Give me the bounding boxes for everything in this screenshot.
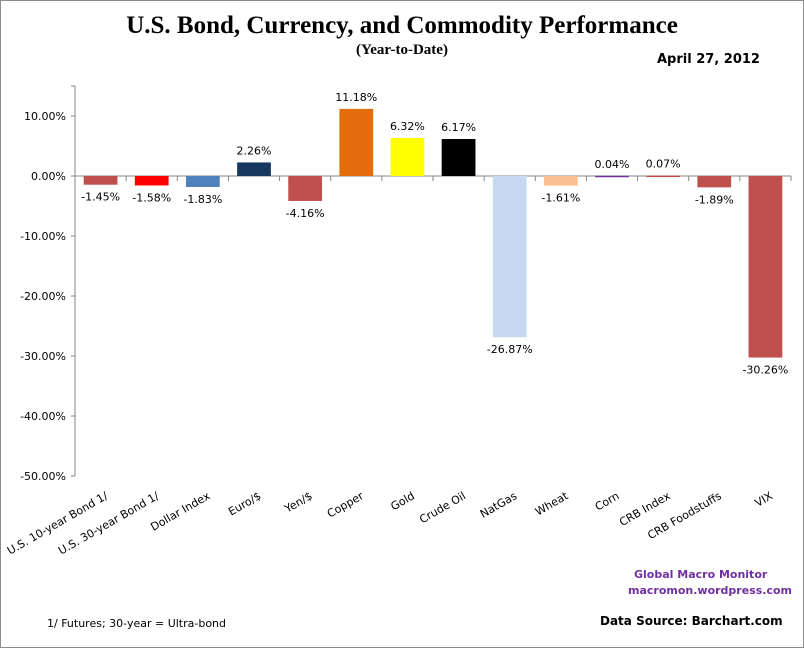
y-tick-label: -10.00% bbox=[20, 230, 66, 243]
bar bbox=[441, 138, 476, 176]
category-label: Copper bbox=[325, 489, 366, 520]
bar bbox=[390, 138, 425, 176]
data-label: -1.61% bbox=[541, 192, 580, 205]
data-label: -4.16% bbox=[286, 207, 325, 220]
bars bbox=[83, 108, 783, 358]
category-label: Corn bbox=[593, 489, 622, 513]
bar bbox=[543, 176, 578, 186]
data-label: 0.07% bbox=[646, 158, 681, 171]
data-label: -1.83% bbox=[183, 193, 222, 206]
brand-url: macromon.wordpress.com bbox=[628, 584, 793, 597]
data-labels: -1.45% -1.58% -1.83% 2.26% -4.16% 11.18% 6.32%… bbox=[81, 91, 788, 377]
x-axis bbox=[74, 175, 792, 181]
bar bbox=[185, 176, 220, 187]
category-label: Gold bbox=[389, 489, 417, 513]
bar bbox=[83, 176, 118, 185]
data-label: -1.58% bbox=[132, 191, 171, 204]
category-label: Crude Oil bbox=[417, 489, 468, 526]
bar bbox=[646, 175, 681, 178]
y-tick-label: -50.00% bbox=[20, 470, 66, 483]
data-label: -1.45% bbox=[81, 191, 120, 204]
bar bbox=[595, 175, 629, 178]
data-source: Data Source: Barchart.com bbox=[600, 614, 783, 628]
bar bbox=[288, 176, 323, 201]
category-label: Wheat bbox=[533, 489, 571, 518]
data-label: -30.26% bbox=[742, 364, 788, 377]
data-label: 2.26% bbox=[237, 144, 272, 157]
data-label: 6.17% bbox=[441, 121, 476, 134]
category-label: VIX bbox=[753, 489, 776, 510]
y-tick-label: 10.00% bbox=[24, 110, 66, 123]
brand-name: Global Macro Monitor bbox=[634, 568, 768, 581]
footnote: 1/ Futures; 30-year = Ultra-bond bbox=[47, 617, 227, 630]
bar bbox=[748, 176, 783, 358]
category-label: Euro/$ bbox=[226, 489, 263, 518]
bar bbox=[339, 108, 374, 176]
bar bbox=[697, 176, 732, 188]
data-label: -1.89% bbox=[695, 193, 734, 206]
data-label: 0.04% bbox=[595, 158, 630, 171]
category-label: NatGas bbox=[478, 489, 520, 521]
chart-subtitle: (Year-to-Date) bbox=[356, 42, 448, 58]
chart-title: U.S. Bond, Currency, and Commodity Perfo… bbox=[126, 12, 678, 39]
data-label: 6.32% bbox=[390, 120, 425, 133]
category-label: Yen/$ bbox=[282, 489, 315, 516]
y-tick-label: 0.00% bbox=[31, 170, 66, 183]
y-axis: 10.00% 0.00% -10.00% -20.00% -30.00% -40.00% -… bbox=[20, 85, 76, 483]
data-label: 11.18% bbox=[335, 91, 377, 104]
chart-date: April 27, 2012 bbox=[657, 52, 760, 67]
data-label: -26.87% bbox=[487, 343, 533, 356]
bar bbox=[237, 162, 271, 176]
y-tick-label: -40.00% bbox=[20, 410, 66, 423]
y-tick-label: -30.00% bbox=[20, 350, 66, 363]
bar bbox=[134, 176, 169, 186]
bar bbox=[492, 176, 527, 338]
y-tick-label: -20.00% bbox=[20, 290, 66, 303]
category-labels: U.S. 10-year Bond 1/U.S. 30-year Bond 1/… bbox=[5, 489, 775, 557]
